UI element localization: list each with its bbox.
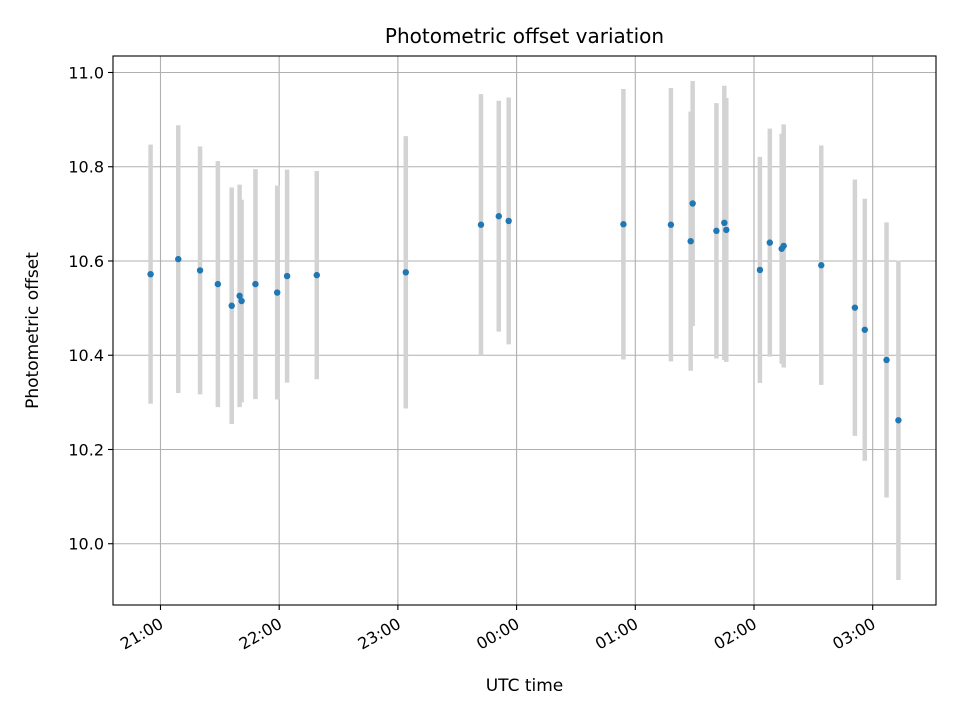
- data-point: [313, 271, 320, 279]
- data-point: [196, 267, 204, 274]
- data-point: [495, 213, 502, 220]
- plot-background: [113, 56, 936, 605]
- data-point: [228, 302, 235, 309]
- data-point: [756, 266, 764, 274]
- y-tick-label: 10.8: [68, 158, 104, 177]
- y-tick-label: 10.4: [68, 346, 104, 365]
- y-tick-label: 11.0: [68, 63, 104, 82]
- data-point: [895, 417, 902, 424]
- data-point: [667, 221, 675, 228]
- data-point: [620, 221, 627, 228]
- data-point: [883, 356, 890, 364]
- data-points: [147, 200, 902, 424]
- y-axis-ticks: 10.0 10.2 10.4 10.6 10.8 11.0: [68, 63, 113, 554]
- data-point: [818, 262, 825, 269]
- data-point: [766, 239, 774, 246]
- data-point: [687, 237, 694, 245]
- y-tick-label: 10.2: [68, 440, 104, 459]
- plot-frame: [112, 55, 937, 606]
- data-point: [780, 242, 787, 250]
- data-point: [721, 219, 728, 227]
- y-tick-label: 10.0: [68, 535, 104, 554]
- data-point: [723, 226, 730, 234]
- data-point: [477, 221, 485, 228]
- data-point: [236, 292, 243, 300]
- y-tick-label: 10.6: [68, 252, 104, 271]
- plot-area: [113, 56, 936, 605]
- data-point: [147, 270, 154, 278]
- x-axis-label: UTC time: [486, 676, 564, 696]
- data-point: [238, 297, 245, 305]
- data-point: [505, 217, 512, 225]
- data-point: [402, 269, 409, 276]
- data-point: [274, 289, 281, 296]
- chart-title: Photometric offset variation: [385, 24, 664, 48]
- data-point: [214, 280, 222, 288]
- data-point: [713, 227, 720, 235]
- data-point: [689, 200, 696, 207]
- data-point: [861, 326, 868, 333]
- data-point: [851, 304, 859, 311]
- data-point: [252, 280, 259, 288]
- data-point: [283, 272, 291, 280]
- data-point: [175, 255, 182, 263]
- y-axis-label: Photometric offset: [23, 252, 43, 409]
